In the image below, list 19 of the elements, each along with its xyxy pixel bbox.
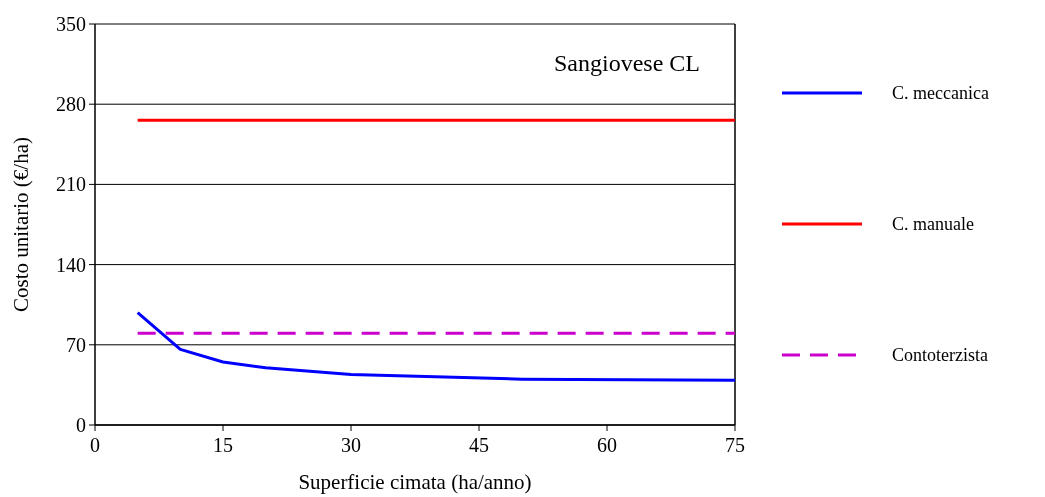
text: Sangiovese CL — [554, 50, 700, 76]
y-axis-title: Costo unitario (€/ha) — [9, 137, 33, 312]
x-tick-label: 15 — [213, 434, 233, 456]
x-tick-label: 75 — [725, 434, 745, 456]
y-tick-label: 350 — [56, 13, 86, 35]
x-tick-label: 45 — [469, 434, 489, 456]
y-tick-label: 70 — [66, 333, 86, 356]
y-tick-label: 0 — [76, 414, 86, 436]
x-tick-label: 30 — [341, 434, 361, 456]
legend-label: Contoterzista — [892, 345, 988, 366]
x-axis-title: Superficie cimata (ha/anno) — [298, 470, 532, 494]
y-tick-label: 140 — [56, 253, 86, 276]
y-tick-label: 280 — [56, 93, 86, 116]
y-tick-label: 210 — [56, 173, 86, 196]
legend-label: C. meccanica — [892, 83, 989, 104]
legend-label: C. manuale — [892, 214, 974, 235]
x-tick-label: 0 — [90, 434, 100, 456]
x-tick-label: 60 — [597, 434, 617, 456]
line-series — [136, 311, 737, 382]
